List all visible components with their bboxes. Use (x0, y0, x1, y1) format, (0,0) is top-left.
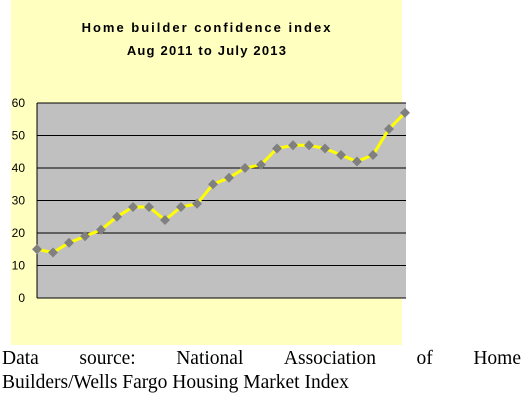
y-tick-label: 10 (12, 259, 26, 273)
y-tick-label: 0 (18, 291, 25, 305)
data-point-marker (208, 179, 218, 190)
data-point-marker (176, 202, 186, 212)
data-point-marker (400, 107, 410, 118)
y-tick-label: 60 (12, 96, 26, 110)
chart-title-line-2: Aug 2011 to July 2013 (127, 43, 287, 58)
caption-word: source: (79, 348, 136, 369)
data-source-caption: Data source: National Association of Hom… (2, 347, 521, 395)
caption-line-1: Data source: National Association of Hom… (2, 347, 521, 371)
y-tick-label: 50 (12, 129, 26, 143)
caption-word: National (176, 348, 244, 369)
caption-word: Association (283, 348, 376, 369)
data-point-marker (32, 244, 42, 255)
data-point-marker (368, 150, 378, 160)
chart-title-line-1: Home builder confidence index (82, 20, 333, 35)
data-point-marker (320, 143, 330, 154)
caption-word: Home (473, 348, 521, 369)
data-point-marker (96, 224, 106, 235)
data-point-marker (304, 140, 314, 151)
data-point-marker (48, 247, 58, 258)
y-tick-label: 30 (12, 194, 26, 208)
data-point-marker (272, 143, 282, 154)
data-point-marker (64, 237, 74, 248)
data-point-marker (128, 202, 138, 212)
data-point-marker (384, 124, 394, 134)
data-point-marker (352, 156, 362, 167)
caption-word: Data (2, 348, 39, 369)
caption-word: of (416, 348, 433, 369)
data-point-marker (240, 163, 250, 173)
data-point-marker (160, 215, 170, 225)
data-point-marker (336, 150, 346, 160)
y-tick-label: 20 (12, 226, 26, 240)
chart: 0 10 20 30 40 50 60 Home builder confidence in… (11, 0, 410, 345)
caption-line-2: Builders/Wells Fargo Housing Market Inde… (2, 372, 349, 393)
data-point-marker (112, 211, 122, 222)
chart-svg: 0 10 20 30 40 50 60 Home builder confidence in… (11, 0, 410, 345)
data-point-marker (80, 231, 90, 242)
y-tick-label: 40 (12, 161, 26, 175)
data-point-marker (288, 140, 298, 151)
data-point-marker (192, 198, 202, 209)
data-point-marker (224, 172, 234, 183)
data-point-marker (144, 202, 154, 212)
data-point-marker (256, 159, 266, 170)
